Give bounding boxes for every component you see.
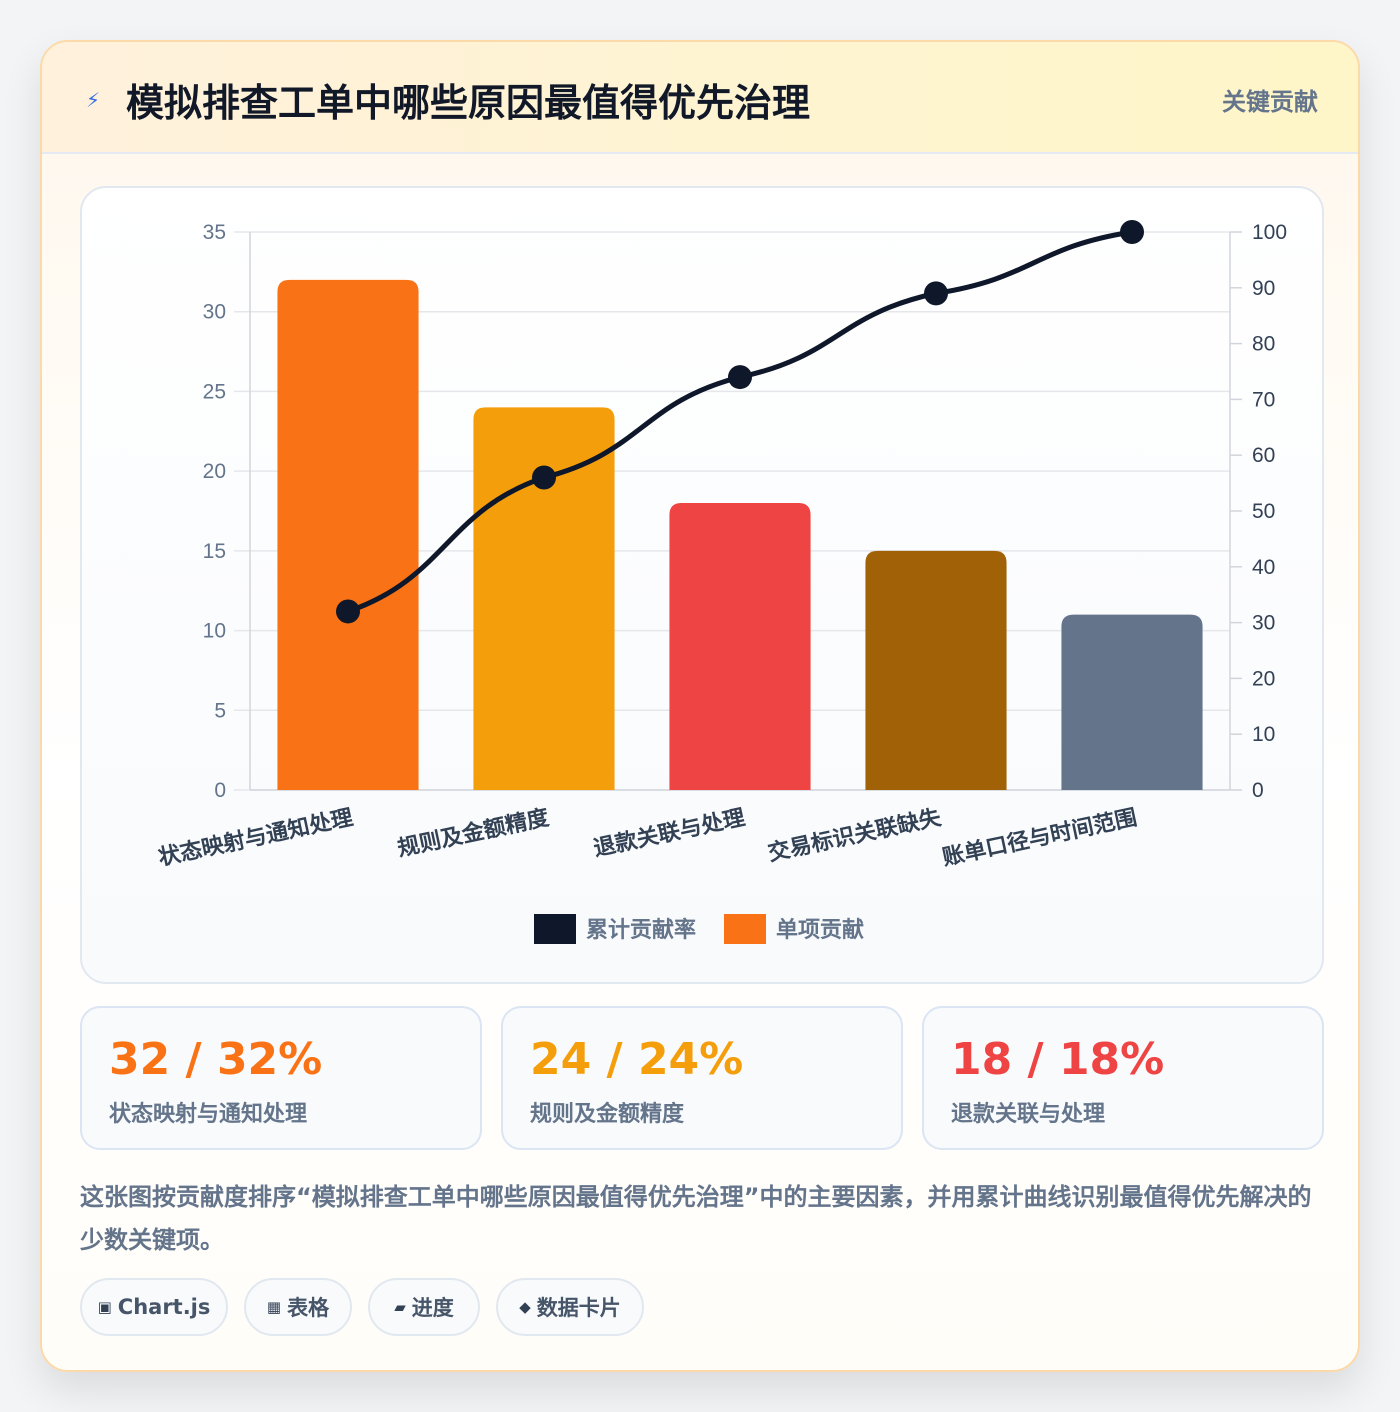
y2-tick-label: 10	[1252, 723, 1275, 746]
y2-tick-label: 40	[1252, 556, 1275, 579]
cumulative-point-4	[924, 281, 948, 306]
table-icon: ▦	[266, 1298, 282, 1316]
cumulative-point-5	[1120, 220, 1144, 244]
progress-icon: ▰	[394, 1298, 406, 1316]
stat-label: 规则及金额精度	[530, 1102, 685, 1127]
data-card-icon: ◆	[519, 1298, 531, 1316]
y-tick-label: 15	[203, 540, 226, 563]
bar-5	[1061, 614, 1203, 790]
pareto-chart: 0 5 10 15 20 25 30 35 0 10 20 30 40 50 60 70 80 90 100 状态映射…	[156, 220, 1287, 944]
y2-tick-label: 0	[1252, 779, 1264, 802]
y-tick-label: 5	[214, 699, 226, 722]
y2-tick-label: 60	[1252, 444, 1275, 467]
bar-3	[669, 503, 811, 790]
stat-card-1: 32 / 32% 状态映射与通知处理	[80, 1006, 482, 1150]
bolt-icon: ⚡	[86, 88, 101, 112]
y2-tick-label: 20	[1252, 667, 1275, 690]
x-tick-label: 规则及金额精度	[395, 804, 552, 862]
cumulative-point-1	[336, 599, 360, 624]
x-tick-label: 账单口径与时间范围	[940, 804, 1139, 871]
header-badge: 关键贡献	[1222, 88, 1318, 116]
tag-label: 进度	[411, 1296, 454, 1320]
legend-label-1: 累计贡献率	[586, 917, 696, 943]
stat-label: 退款关联与处理	[951, 1102, 1106, 1127]
bar-4	[865, 550, 1007, 790]
page-title: 模拟排查工单中哪些原因最值得优先治理	[126, 81, 811, 125]
y-tick-label: 10	[203, 620, 226, 643]
bar-2	[473, 407, 615, 790]
y2-tick-label: 70	[1252, 388, 1275, 411]
x-tick-label: 状态映射与通知处理	[156, 804, 355, 871]
report-card: ⚡ 模拟排查工单中哪些原因最值得优先治理 关键贡献 0 5 10 15 20 25 30 35…	[40, 40, 1360, 1372]
tag-chartjs[interactable]: ▣ Chart.js	[80, 1278, 228, 1336]
stat-value: 18 / 18%	[951, 1034, 1165, 1085]
legend-label-2: 单项贡献	[776, 917, 864, 943]
y-tick-label: 20	[203, 460, 226, 483]
chart-panel: 0 5 10 15 20 25 30 35 0 10 20 30 40 50 60 70 80 90 100 状态映射…	[80, 186, 1324, 984]
tag-table[interactable]: ▦ 表格	[244, 1278, 352, 1336]
y2-tick-label: 100	[1252, 221, 1287, 244]
legend-swatch-1	[534, 914, 576, 944]
y-tick-label: 30	[203, 301, 226, 324]
x-tick-label: 退款关联与处理	[591, 804, 747, 861]
cumulative-point-2	[532, 465, 556, 490]
y-tick-label: 0	[214, 779, 226, 802]
y2-tick-label: 80	[1252, 333, 1275, 356]
stat-card-2: 24 / 24% 规则及金额精度	[501, 1006, 903, 1150]
stat-value: 32 / 32%	[109, 1034, 323, 1085]
stat-label: 状态映射与通知处理	[109, 1102, 308, 1127]
chart-box-icon: ▣	[97, 1298, 112, 1316]
tag-progress[interactable]: ▰ 进度	[368, 1278, 480, 1336]
cumulative-point-3	[728, 365, 752, 390]
tag-label: Chart.js	[117, 1295, 211, 1319]
bar-1	[277, 279, 419, 790]
y-tick-label: 35	[203, 221, 226, 244]
tag-label: 数据卡片	[536, 1296, 621, 1320]
tag-label: 表格	[287, 1296, 330, 1320]
y-tick-label: 25	[203, 380, 226, 403]
y2-tick-label: 90	[1252, 277, 1275, 300]
y2-tick-label: 50	[1252, 500, 1275, 523]
stat-card-3: 18 / 18% 退款关联与处理	[922, 1006, 1324, 1150]
chart-description: 这张图按贡献度排序“模拟排查工单中哪些原因最值得优先治理”中的主要因素，并用累计…	[80, 1183, 1312, 1254]
stat-value: 24 / 24%	[530, 1034, 744, 1085]
legend-swatch-2	[724, 914, 766, 944]
card-header: ⚡ 模拟排查工单中哪些原因最值得优先治理 关键贡献	[42, 42, 1358, 154]
x-tick-label: 交易标识关联缺失	[766, 804, 945, 866]
tag-data-card[interactable]: ◆ 数据卡片	[496, 1278, 644, 1336]
y2-tick-label: 30	[1252, 612, 1275, 635]
